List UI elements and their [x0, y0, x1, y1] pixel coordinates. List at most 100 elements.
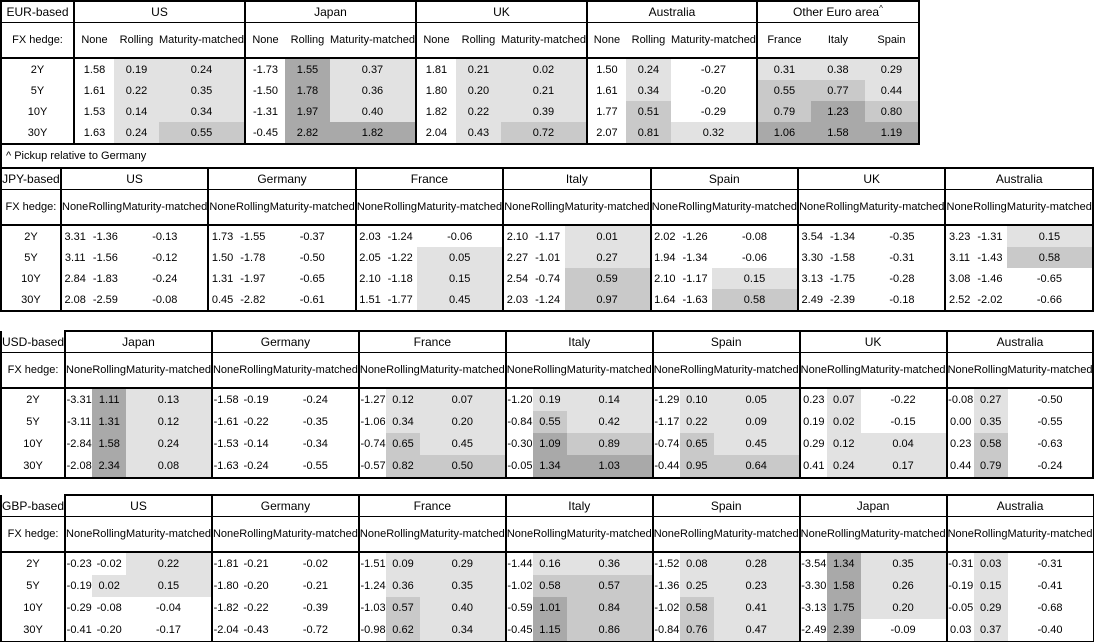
value-cell: 2.52 — [944, 289, 973, 312]
column-header: Spain — [864, 22, 920, 59]
column-header: Maturity-matched — [860, 516, 947, 553]
value-cell: 0.22 — [125, 552, 212, 575]
base-currency-label: USD-based — [0, 331, 67, 353]
value-cell: 1.64 — [649, 289, 679, 312]
column-header: None — [210, 352, 240, 389]
value-cell: 0.34 — [386, 411, 420, 433]
country-header: Germany — [210, 330, 359, 353]
value-cell: 0.82 — [386, 455, 420, 479]
column-header: Maturity-matched — [269, 189, 356, 226]
column-header: Rolling — [386, 352, 420, 389]
tenor-label: 10Y — [0, 268, 62, 289]
value-cell: -1.24 — [357, 575, 387, 597]
value-cell: 0.58 — [1006, 247, 1094, 268]
column-header: None — [354, 189, 384, 226]
column-header: Rolling — [973, 516, 1008, 553]
value-cell: 3.13 — [797, 268, 826, 289]
country-header: Australia — [945, 494, 1094, 517]
usd-based-table-section: USD-based Japan Germany France Italy Spain UK A… — [0, 330, 1094, 479]
column-header: Maturity-matched — [417, 189, 504, 226]
value-cell: 0.21 — [500, 80, 587, 101]
value-cell: 0.44 — [945, 455, 974, 479]
value-cell: 0.09 — [386, 552, 420, 575]
value-cell: 0.34 — [419, 619, 506, 642]
column-header: Maturity-matched — [1007, 516, 1094, 553]
value-cell: 0.79 — [755, 101, 811, 122]
value-cell: -0.44 — [651, 455, 681, 479]
value-cell: 0.09 — [713, 411, 800, 433]
column-header: Rolling — [826, 352, 861, 389]
value-cell: -0.84 — [504, 411, 534, 433]
value-cell: 0.27 — [973, 388, 1008, 411]
value-cell: 0.22 — [455, 101, 501, 122]
value-cell: 0.50 — [419, 455, 506, 479]
value-cell: -0.31 — [889, 251, 915, 264]
column-header: Rolling — [533, 516, 567, 553]
value-cell: 2.03 — [502, 289, 531, 312]
country-header: US — [64, 494, 212, 517]
value-cell: -1.26 — [682, 230, 708, 243]
value-cell: -0.08 — [945, 388, 974, 411]
value-cell: 0.29 — [798, 433, 827, 455]
column-header: Maturity-matched — [1006, 189, 1094, 226]
column-header: Rolling — [678, 189, 712, 226]
value-cell: 0.12 — [386, 388, 420, 411]
country-header: UK — [798, 330, 947, 353]
value-cell: 0.19 — [114, 58, 159, 80]
value-cell: -1.24 — [387, 230, 413, 243]
value-cell: 0.15 — [125, 575, 212, 597]
column-header: None — [649, 189, 679, 226]
value-cell: -1.77 — [383, 289, 418, 312]
value-cell: 2.03 — [354, 225, 384, 247]
column-header: None — [798, 516, 827, 553]
value-cell: 0.01 — [564, 225, 651, 247]
value-cell: -1.29 — [651, 388, 681, 411]
value-cell: 1.77 — [585, 101, 626, 122]
fx-hedge-label: FX hedge: — [0, 189, 62, 226]
value-cell: -0.08 — [122, 289, 209, 312]
country-name: Other Euro area — [793, 5, 880, 19]
value-cell: -1.17 — [682, 272, 708, 285]
value-cell: -1.44 — [504, 552, 534, 575]
value-cell: 0.37 — [973, 619, 1008, 642]
value-cell: -0.05 — [504, 455, 534, 479]
value-cell: -0.23 — [64, 552, 93, 575]
value-cell: -0.24 — [302, 394, 328, 406]
value-cell: -0.74 — [535, 272, 561, 285]
value-cell: 2.07 — [585, 122, 626, 145]
column-header: Maturity-matched — [159, 22, 245, 59]
value-cell: 0.41 — [713, 597, 800, 619]
value-cell: -0.06 — [447, 230, 473, 243]
value-cell: -0.43 — [239, 619, 273, 642]
value-cell: -0.02 — [302, 558, 328, 570]
value-cell: 3.54 — [797, 225, 826, 247]
value-cell: -0.27 — [700, 63, 726, 76]
value-cell: -0.22 — [243, 602, 269, 614]
value-cell: 0.22 — [680, 411, 714, 433]
tenor-label: 5Y — [0, 575, 67, 597]
value-cell: 0.23 — [945, 433, 974, 455]
value-cell: 0.14 — [566, 388, 653, 411]
country-name: UK — [864, 335, 882, 349]
column-header: France — [755, 22, 811, 59]
column-header: Rolling — [973, 352, 1008, 389]
value-cell: 0.81 — [625, 122, 671, 145]
tenor-label: 5Y — [0, 411, 67, 433]
value-cell: 1.31 — [92, 411, 126, 433]
value-cell: 1.11 — [92, 388, 126, 411]
value-cell: -0.65 — [1006, 268, 1094, 289]
value-cell: -1.46 — [977, 272, 1003, 285]
value-cell: 0.15 — [1006, 225, 1094, 247]
value-cell: 0.84 — [566, 597, 653, 619]
value-cell: -0.30 — [504, 433, 534, 455]
value-cell: -0.59 — [504, 597, 534, 619]
value-cell: 0.08 — [125, 455, 212, 479]
country-header: Other Euro area^ — [755, 0, 920, 23]
value-cell: -1.51 — [357, 552, 387, 575]
value-cell: 0.58 — [973, 433, 1008, 455]
fx-hedge-label: FX hedge: — [0, 352, 67, 389]
value-cell: 0.15 — [712, 268, 798, 289]
value-cell: 0.07 — [419, 388, 506, 411]
value-cell: 1.50 — [207, 247, 236, 268]
value-cell: 3.11 — [944, 247, 973, 268]
